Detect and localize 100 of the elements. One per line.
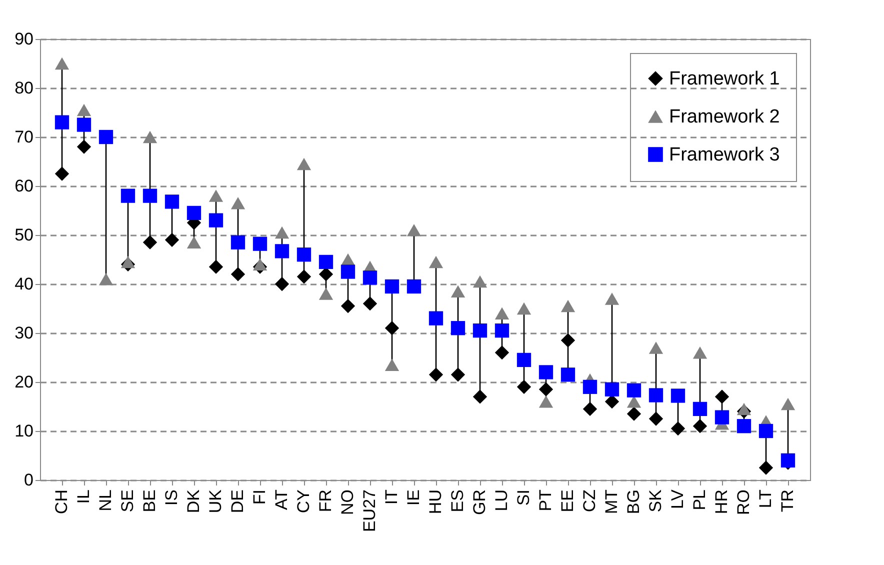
x-tick-label: CY xyxy=(294,490,313,514)
point xyxy=(538,395,554,408)
x-tick-label: HU xyxy=(426,490,445,514)
point xyxy=(142,235,158,250)
point xyxy=(450,321,466,336)
point xyxy=(692,346,708,359)
point xyxy=(384,279,400,294)
point xyxy=(340,298,356,314)
point xyxy=(406,224,422,236)
y-tick-label: 50 xyxy=(14,226,34,244)
point xyxy=(186,206,202,220)
y-tick-label: 30 xyxy=(14,324,34,342)
point xyxy=(714,390,730,404)
x-tick-label: DE xyxy=(228,490,247,514)
point xyxy=(318,267,334,282)
point xyxy=(142,188,158,203)
point xyxy=(648,388,664,402)
point xyxy=(428,256,444,268)
point xyxy=(472,275,488,288)
point xyxy=(296,158,312,170)
point xyxy=(692,402,708,416)
point xyxy=(758,460,774,475)
point xyxy=(164,194,180,209)
point xyxy=(736,419,752,434)
x-tick-label: FI xyxy=(250,490,269,505)
point xyxy=(604,382,620,396)
x-tick-label: DK xyxy=(184,488,203,514)
point xyxy=(54,166,70,181)
point xyxy=(54,57,70,70)
point xyxy=(230,197,246,210)
x-tick-label: LV xyxy=(668,488,687,510)
y-tick-label: 80 xyxy=(14,78,34,98)
point xyxy=(54,115,70,130)
point xyxy=(516,352,532,368)
x-tick-label: NO xyxy=(338,490,357,515)
point xyxy=(318,254,334,270)
point xyxy=(208,260,224,274)
point xyxy=(274,226,290,239)
x-tick-label: SE xyxy=(118,490,137,512)
x-tick-label: UK xyxy=(206,488,225,514)
point xyxy=(450,285,466,298)
point xyxy=(494,307,510,320)
x-tick-label: BG xyxy=(624,490,643,514)
point xyxy=(538,382,554,396)
point xyxy=(296,248,312,262)
point xyxy=(758,424,774,438)
y-tick-label: 0 xyxy=(24,470,34,490)
point xyxy=(450,368,466,382)
x-tick-label: EE xyxy=(558,490,577,512)
legend-label: Framework 3 xyxy=(669,144,780,166)
point xyxy=(538,365,554,380)
point xyxy=(648,412,664,426)
point xyxy=(670,388,686,403)
x-tick-label: FR xyxy=(316,490,335,512)
x-tick-label: NL xyxy=(96,490,115,512)
point xyxy=(736,402,752,416)
point xyxy=(582,402,598,416)
point xyxy=(494,346,510,360)
x-tick-label: SI xyxy=(514,490,533,506)
point xyxy=(362,270,378,285)
x-tick-label: RO xyxy=(734,490,753,515)
point xyxy=(670,421,686,436)
x-tick-label: MT xyxy=(602,490,621,514)
y-tick-label: 70 xyxy=(14,128,34,146)
point xyxy=(692,419,708,434)
point xyxy=(780,398,796,410)
point xyxy=(582,380,598,394)
point xyxy=(714,410,730,424)
point xyxy=(406,279,422,294)
point xyxy=(428,311,444,326)
x-tick-label: PL xyxy=(690,490,709,510)
point xyxy=(648,342,664,354)
legend-label: Framework 1 xyxy=(669,68,780,90)
point xyxy=(318,288,334,300)
x-tick-label: AT xyxy=(272,490,291,510)
y-tick-label: 10 xyxy=(14,422,34,440)
point xyxy=(76,140,92,154)
point xyxy=(296,270,312,284)
x-tick-label: CH xyxy=(52,490,71,514)
x-tick-label: TR xyxy=(778,490,797,512)
y-tick-label: 60 xyxy=(14,176,34,196)
x-tick-label: IL xyxy=(74,490,93,504)
point xyxy=(230,235,246,250)
point xyxy=(274,276,290,292)
point xyxy=(516,380,532,394)
x-tick-label: SK xyxy=(646,488,665,512)
point xyxy=(626,406,642,421)
point xyxy=(494,323,510,338)
point xyxy=(164,232,180,247)
point xyxy=(186,236,202,248)
x-tick-label: IT xyxy=(382,490,401,505)
x-tick-label: BE xyxy=(140,490,159,512)
point xyxy=(604,394,620,409)
point xyxy=(120,256,136,268)
point xyxy=(428,368,444,382)
point xyxy=(384,358,400,371)
x-tick-label: LT xyxy=(756,490,775,508)
point xyxy=(626,395,642,408)
y-tick-label: 90 xyxy=(14,30,34,48)
point xyxy=(76,104,92,116)
